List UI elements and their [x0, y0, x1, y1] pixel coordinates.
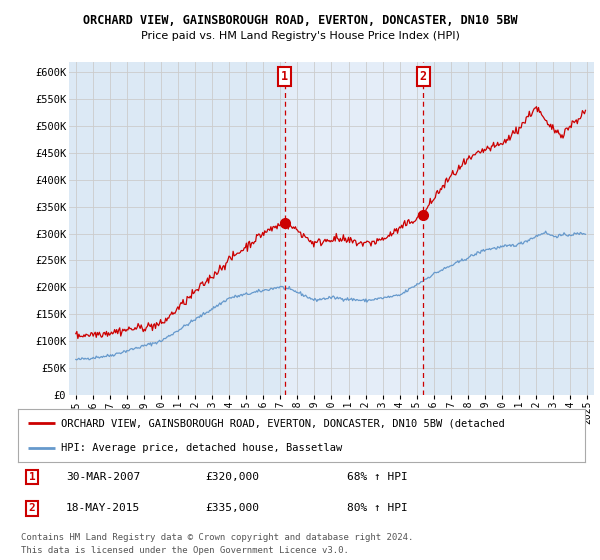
Text: HPI: Average price, detached house, Bassetlaw: HPI: Average price, detached house, Bass… [61, 442, 342, 452]
Text: This data is licensed under the Open Government Licence v3.0.: This data is licensed under the Open Gov… [21, 546, 349, 555]
Text: 2: 2 [419, 69, 427, 83]
Text: 18-MAY-2015: 18-MAY-2015 [66, 503, 140, 514]
Text: ORCHARD VIEW, GAINSBOROUGH ROAD, EVERTON, DONCASTER, DN10 5BW: ORCHARD VIEW, GAINSBOROUGH ROAD, EVERTON… [83, 14, 517, 27]
Text: 30-MAR-2007: 30-MAR-2007 [66, 472, 140, 482]
Text: £320,000: £320,000 [205, 472, 259, 482]
Text: 80% ↑ HPI: 80% ↑ HPI [347, 503, 407, 514]
Text: Contains HM Land Registry data © Crown copyright and database right 2024.: Contains HM Land Registry data © Crown c… [21, 533, 413, 542]
Text: 68% ↑ HPI: 68% ↑ HPI [347, 472, 407, 482]
Text: Price paid vs. HM Land Registry's House Price Index (HPI): Price paid vs. HM Land Registry's House … [140, 31, 460, 41]
Text: ORCHARD VIEW, GAINSBOROUGH ROAD, EVERTON, DONCASTER, DN10 5BW (detached: ORCHARD VIEW, GAINSBOROUGH ROAD, EVERTON… [61, 418, 504, 428]
Text: 1: 1 [29, 472, 35, 482]
Text: 1: 1 [281, 69, 288, 83]
Text: £335,000: £335,000 [205, 503, 259, 514]
Bar [284, 62, 423, 395]
Text: 2: 2 [29, 503, 35, 514]
